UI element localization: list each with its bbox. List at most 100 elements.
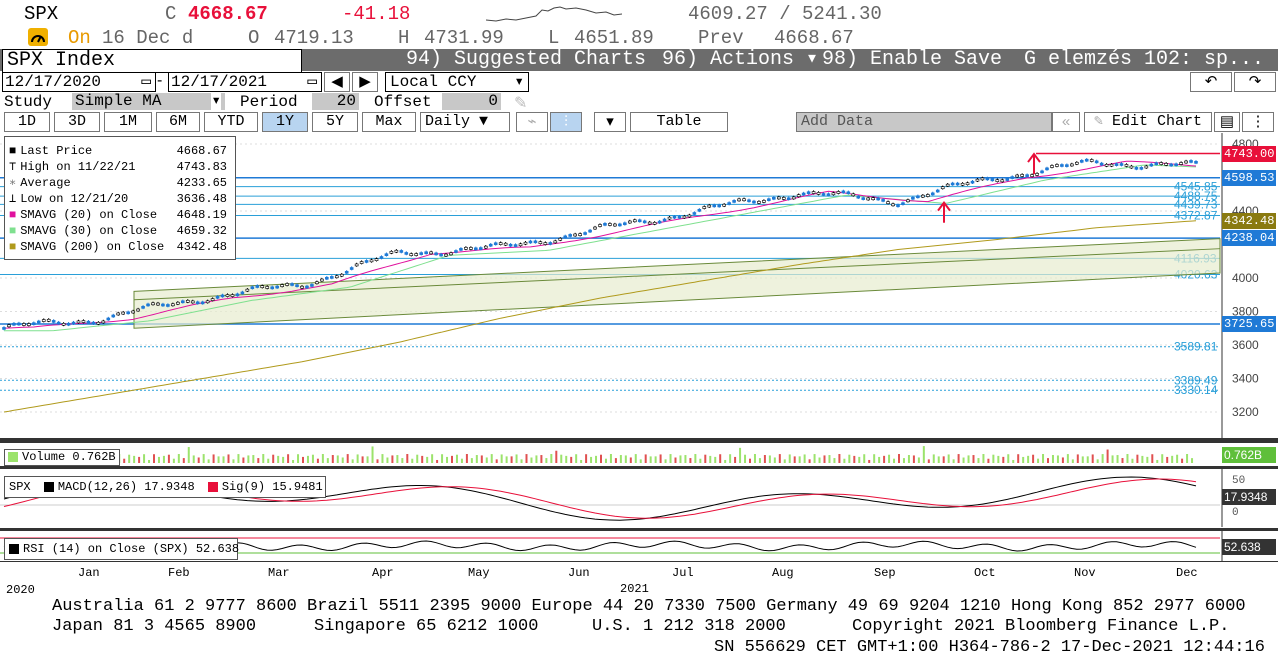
period-button-3d[interactable]: 3D [54, 112, 100, 132]
month-label: Jun [568, 566, 590, 580]
security-field[interactable]: SPX Index [2, 49, 302, 73]
candle-body [588, 229, 592, 233]
pencil-icon[interactable]: ✎ [514, 95, 528, 112]
volume-bar [907, 455, 910, 463]
volume-bar [679, 455, 682, 463]
chart-title-tab[interactable]: G elemzés 102: sp... [1024, 49, 1274, 71]
undo-button[interactable]: ↶ [1190, 72, 1232, 92]
candle-body [205, 300, 210, 304]
study-select[interactable]: Simple MA ▾ [72, 93, 225, 110]
period-button-1y[interactable]: 1Y [262, 112, 308, 132]
candle-body [1099, 162, 1104, 166]
rsi-tag: 52.638 [1222, 539, 1276, 555]
volume-bar [629, 457, 632, 463]
candle-body [424, 251, 428, 255]
volume-bar [148, 459, 151, 463]
period-button-1d[interactable]: 1D [4, 112, 50, 132]
calendar-icon[interactable]: ▭ [141, 73, 151, 91]
volume-bar [326, 458, 329, 463]
calendar-icon[interactable]: ▭ [307, 73, 317, 91]
volume-bar [818, 457, 821, 463]
scroll-right-button[interactable]: ▶ [352, 72, 378, 92]
volume-bar [262, 454, 265, 463]
volume-bar [1027, 455, 1030, 463]
candle-body [66, 322, 71, 326]
candle-body [995, 179, 1000, 182]
open-value: 4719.13 [274, 27, 354, 49]
period-button-6m[interactable]: 6M [156, 112, 200, 132]
candle-body [876, 197, 880, 201]
gauge-icon[interactable] [28, 28, 48, 46]
volume-bar [510, 456, 513, 463]
candle-body [707, 204, 712, 208]
candle-body [623, 222, 627, 226]
footer-session: SN 556629 CET GMT+1:00 H364-786-2 17-Dec… [714, 638, 1265, 657]
period-button-ytd[interactable]: YTD [204, 112, 258, 132]
candle-body [195, 301, 200, 305]
candle-body [1079, 160, 1084, 163]
volume-bar [1061, 457, 1064, 463]
volume-bar [376, 459, 379, 463]
candle-body [613, 223, 617, 227]
scroll-left-button[interactable]: ◀ [324, 72, 350, 92]
edit-chart-button[interactable]: ✎ Edit Chart [1084, 112, 1212, 132]
period-label: Period [240, 93, 298, 111]
volume-bar [560, 454, 563, 463]
frequency-select[interactable]: Daily ▼ [420, 112, 510, 132]
period-button-1m[interactable]: 1M [104, 112, 152, 132]
start-date-input[interactable]: 12/17/2020 ▭ [2, 72, 156, 92]
candle-body [1189, 160, 1193, 163]
volume-bar [1091, 454, 1094, 463]
volume-bar [257, 458, 260, 463]
more-options-icon[interactable]: ⋮ [1242, 112, 1274, 132]
month-label: Sep [874, 566, 896, 580]
candle-body [1035, 173, 1039, 176]
period-button-max[interactable]: Max [362, 112, 416, 132]
volume-bar [937, 456, 940, 463]
chart-legend: ■ Last Price 4668.67 ⊤ High on 11/22/21 4743.… [4, 136, 236, 260]
collapse-icon[interactable]: « [1052, 112, 1080, 132]
candle-body [1075, 161, 1079, 165]
period-button-5y[interactable]: 5Y [312, 112, 358, 132]
legend-value: 3636.48 [176, 192, 227, 206]
candle-body [334, 275, 339, 279]
candle-body [682, 215, 687, 219]
volume-bar [947, 454, 950, 463]
candle-body [1040, 170, 1044, 174]
candle-body [518, 243, 523, 247]
candle-body [444, 253, 448, 257]
undo-icon: ↶ [1204, 73, 1218, 90]
volume-bar [460, 458, 463, 463]
candle-chart-icon[interactable]: ⫶ [550, 112, 582, 132]
chart-type-dropdown[interactable]: ▾ [594, 112, 626, 132]
volume-bar [128, 454, 131, 463]
candle-body [12, 322, 16, 326]
volume-bar [724, 459, 727, 463]
offset-input[interactable]: 0 [442, 93, 501, 110]
volume-bar [634, 454, 637, 463]
end-date-input[interactable]: 12/17/2021 ▭ [168, 72, 322, 92]
chart-settings-icon[interactable]: ▤ [1214, 112, 1240, 132]
sparkline [486, 6, 622, 22]
volume-bar [535, 455, 538, 463]
candle-body [786, 197, 791, 201]
volume-bar [749, 458, 751, 463]
candle-body [245, 288, 250, 292]
line-chart-icon[interactable]: ⌁ [516, 112, 548, 132]
redo-button[interactable]: ↷ [1234, 72, 1276, 92]
candle-body [742, 198, 746, 202]
add-data-input[interactable]: Add Data [796, 112, 1052, 132]
candle-body [533, 240, 538, 244]
volume-bar [282, 456, 285, 463]
table-button[interactable]: Table [630, 112, 728, 132]
suggested-charts-button[interactable]: 94) Suggested Charts [406, 48, 647, 71]
candle-body [166, 304, 170, 307]
candle-body [702, 206, 707, 209]
period-input[interactable]: 20 [312, 93, 359, 110]
volume-bar [227, 454, 230, 463]
candle-body [558, 237, 563, 241]
currency-select[interactable]: Local CCY ▾ [385, 72, 529, 92]
enable-save-button[interactable]: 98) Enable Save [822, 48, 1003, 71]
candle-body [593, 226, 597, 230]
actions-menu[interactable]: 96) Actions ▾ [662, 48, 819, 71]
